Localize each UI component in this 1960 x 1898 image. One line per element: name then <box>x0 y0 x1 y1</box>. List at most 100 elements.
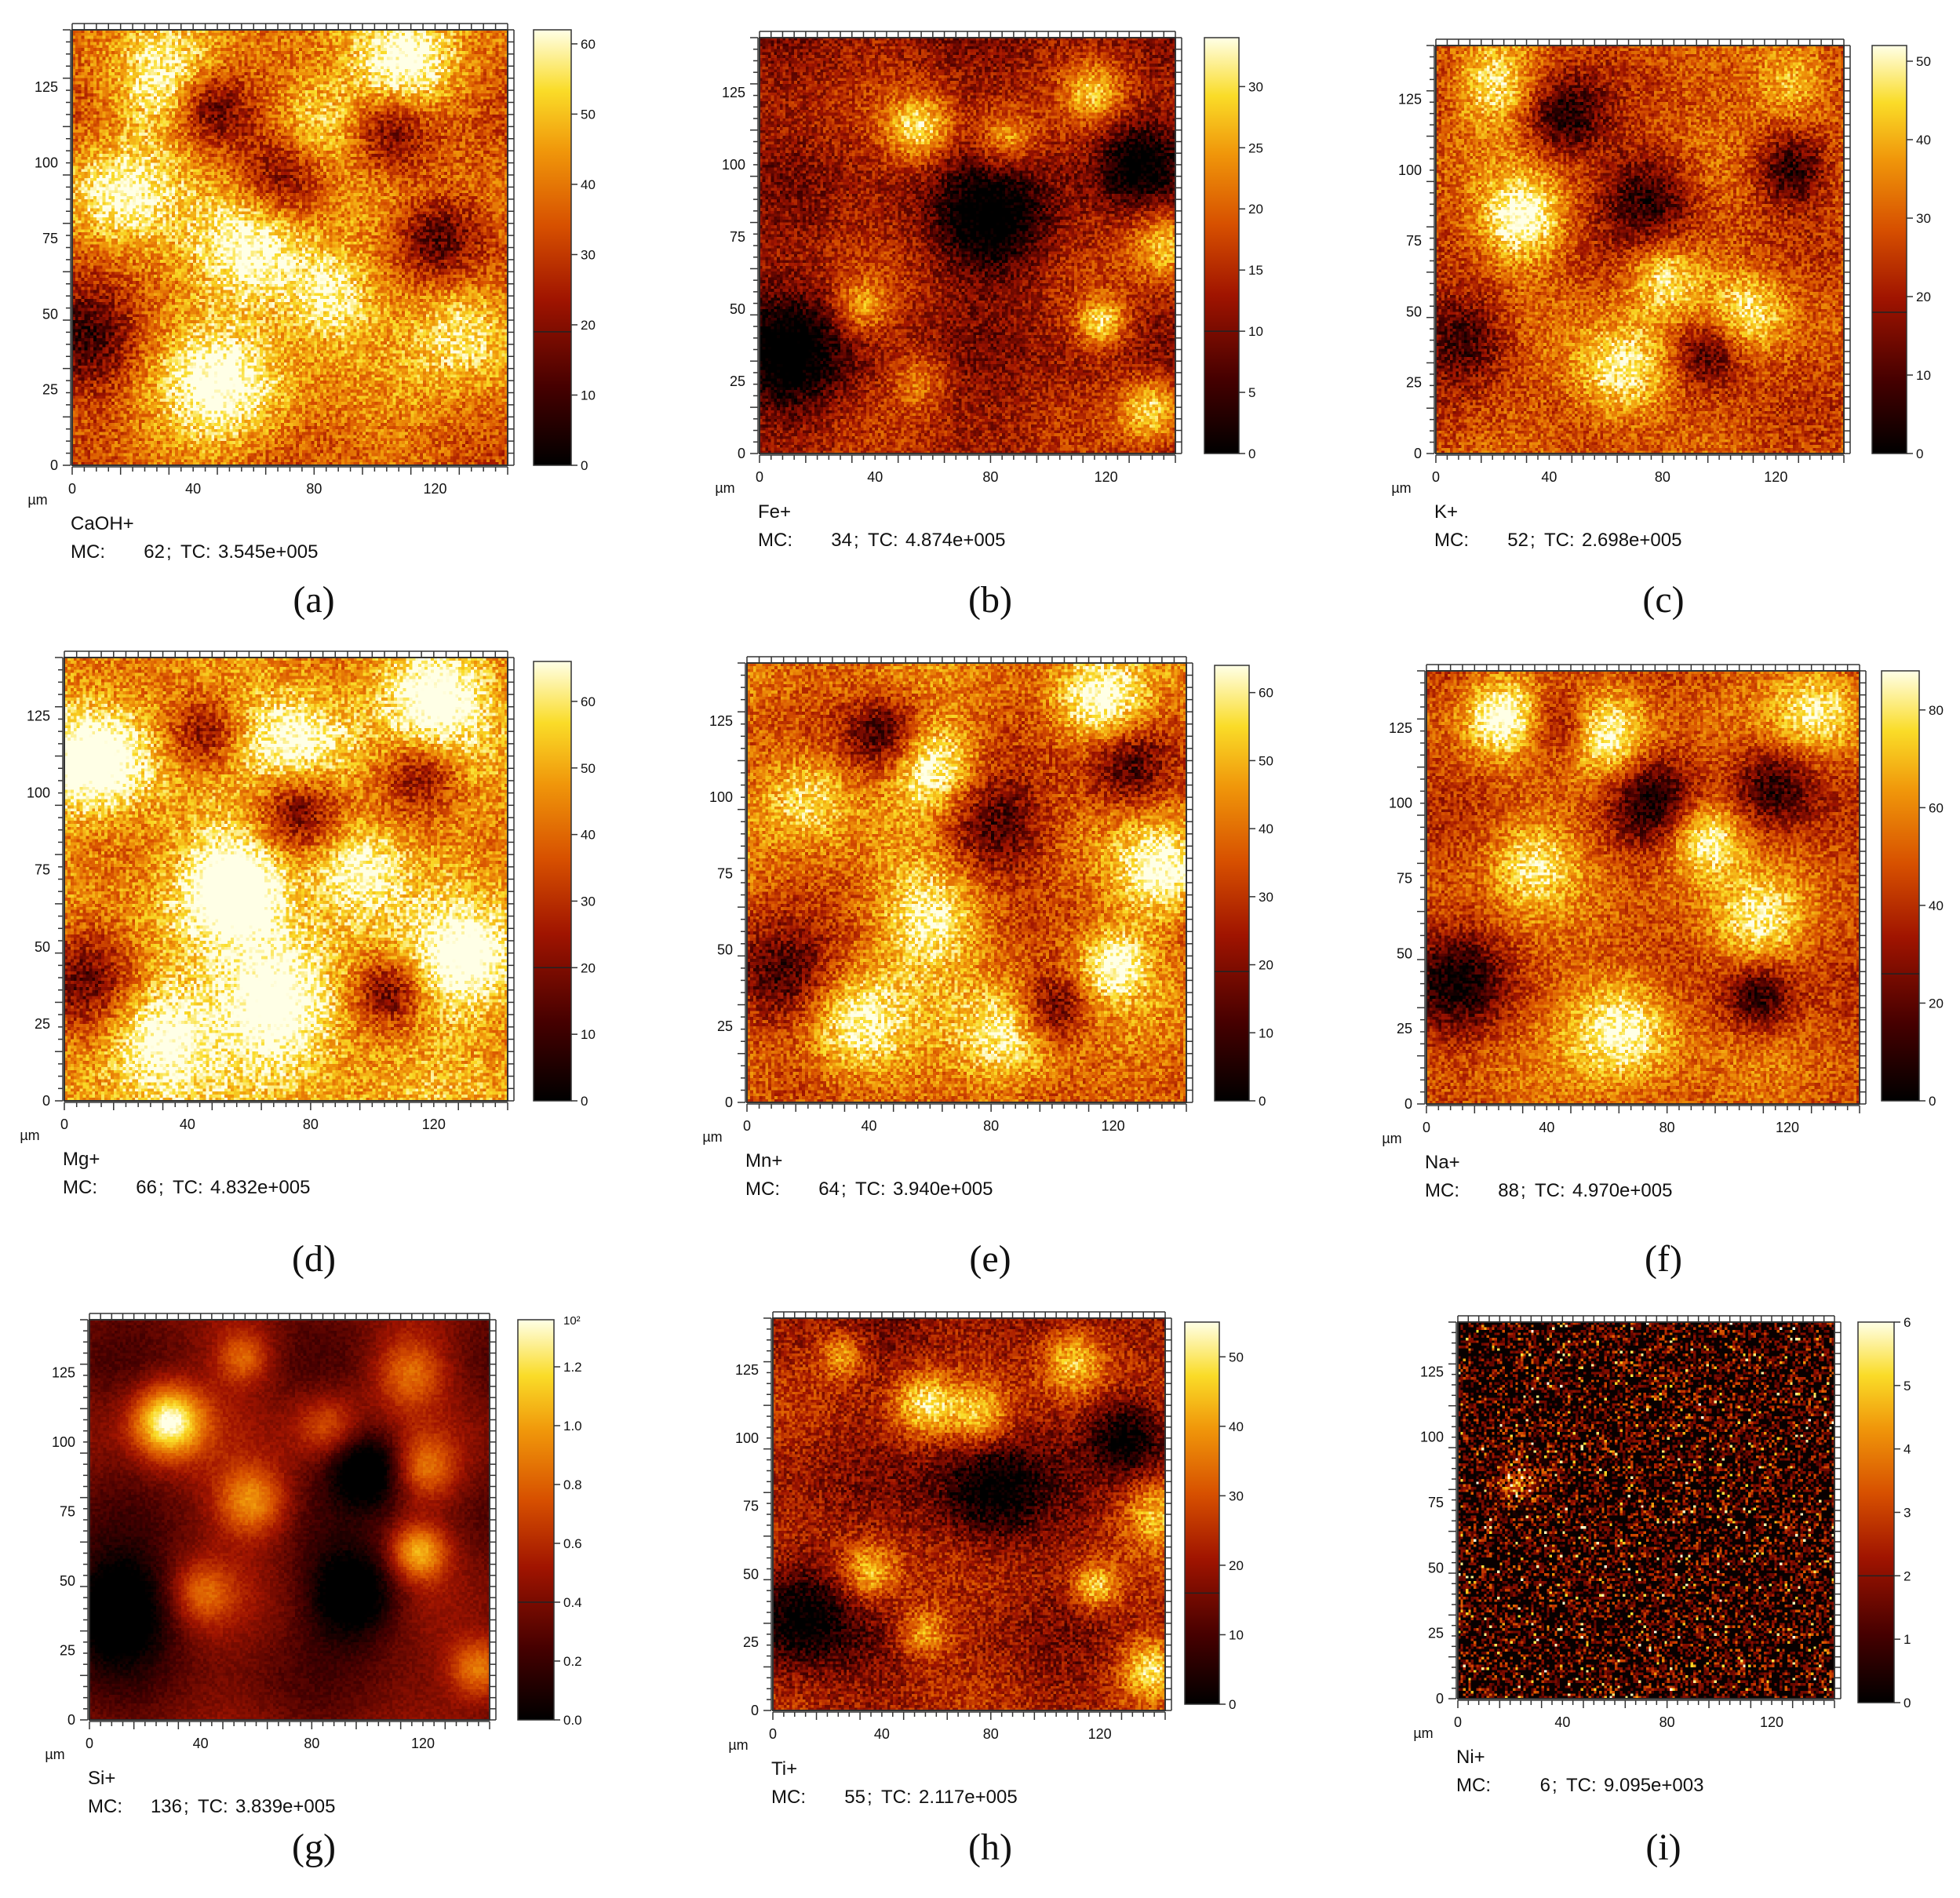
tc-value: 3.545e+005 <box>218 541 318 563</box>
panel-label: (h) <box>968 1827 1012 1868</box>
colorbar-exponent: 10² <box>563 1314 581 1328</box>
mc-label: MC: <box>1434 530 1469 551</box>
colorbar-tick-label: 10 <box>581 1027 596 1042</box>
y-tick-label: 75 <box>1397 871 1412 887</box>
x-axis: 0 40 80 120 µm <box>1413 1699 1835 1741</box>
colorbar: 0 5 10 15 20 25 30 <box>1204 37 1263 461</box>
ion-name: Na+ <box>1425 1152 1460 1173</box>
y-tick-label: 125 <box>35 79 58 95</box>
y-tick-label: 25 <box>1428 1626 1444 1641</box>
x-tick-label: 80 <box>1659 1120 1675 1135</box>
x-tick-label: 40 <box>1539 1120 1554 1135</box>
y-tick-label: 100 <box>35 155 58 171</box>
colorbar-bar <box>1881 670 1920 1102</box>
colorbar-tick-label: 30 <box>1259 890 1273 905</box>
x-unit-label: µm <box>728 1737 748 1753</box>
colorbar-tick-label: 10 <box>1259 1026 1273 1040</box>
mc-separator: ; <box>1530 530 1536 551</box>
mc-value: 88 <box>1498 1180 1519 1201</box>
heatmap-image <box>1436 46 1844 454</box>
heatmap-image <box>64 658 508 1101</box>
colorbar-bar <box>533 661 572 1102</box>
colorbar-tick-label: 0 <box>1929 1094 1936 1109</box>
colorbar-tick-label: 50 <box>581 761 596 776</box>
colorbar-tick-label: 50 <box>581 107 596 122</box>
x-axis: 0 40 80 120 µm <box>1391 454 1845 496</box>
x-tick-label: 120 <box>422 1117 446 1132</box>
x-unit-label: µm <box>45 1747 64 1762</box>
y-tick-label: 75 <box>60 1503 75 1519</box>
x-tick-label: 0 <box>1432 469 1440 485</box>
colorbar-tick-label: 15 <box>1248 263 1263 278</box>
ion-info: Fe+ MC: 34; TC: 4.874e+005 <box>758 501 1005 551</box>
ion-info: K+ MC: 52; TC: 2.698e+005 <box>1434 501 1681 551</box>
y-tick-label: 50 <box>743 1566 759 1582</box>
panel-label: (g) <box>292 1827 336 1868</box>
y-tick-label: 100 <box>1420 1430 1444 1445</box>
y-tick-label: 0 <box>751 1703 759 1718</box>
colorbar-tick-label: 30 <box>1248 79 1263 94</box>
colorbar-tick-label: 4 <box>1904 1442 1911 1457</box>
mc-label: MC: <box>63 1177 97 1198</box>
y-tick-label: 50 <box>1428 1560 1444 1576</box>
x-tick-label: 40 <box>867 469 883 485</box>
x-unit-label: µm <box>702 1129 722 1145</box>
colorbar-bar <box>517 1319 555 1721</box>
x-tick-label: 0 <box>1454 1714 1462 1730</box>
colorbar-bar <box>1871 45 1907 454</box>
x-unit-label: µm <box>715 480 734 496</box>
y-tick-label: 50 <box>42 306 58 322</box>
x-tick-label: 120 <box>1776 1120 1799 1135</box>
panel-g: 0 40 80 120 µm 0 25 50 75 100 125 Si+ MC: 136; TC: 3.83… <box>45 1313 582 1868</box>
x-tick-label: 0 <box>769 1726 777 1742</box>
heatmap-image <box>747 663 1186 1102</box>
y-tick-label: 0 <box>50 457 58 473</box>
panel-label: (e) <box>969 1238 1011 1280</box>
heatmap-image <box>1426 671 1860 1104</box>
colorbar-tick-label: 0 <box>581 458 588 473</box>
panel-label: (a) <box>293 579 334 621</box>
colorbar-tick-label: 50 <box>1229 1350 1244 1364</box>
mc-separator: ; <box>867 1787 873 1808</box>
tc-label: TC: <box>173 1177 203 1198</box>
colorbar-tick-label: 5 <box>1904 1379 1911 1393</box>
mc-separator: ; <box>166 541 172 563</box>
y-tick-label: 0 <box>1404 1096 1412 1112</box>
x-tick-label: 80 <box>306 481 322 497</box>
y-tick-label: 75 <box>42 231 58 246</box>
colorbar-bar <box>1214 665 1250 1102</box>
colorbar-tick-label: 30 <box>581 894 596 909</box>
mc-label: MC: <box>745 1179 780 1200</box>
x-tick-label: 0 <box>86 1736 93 1751</box>
y-tick-label: 0 <box>1414 446 1422 461</box>
colorbar-tick-label: 2 <box>1904 1568 1911 1583</box>
x-axis: 0 40 80 120 µm <box>20 1102 508 1143</box>
colorbar-tick-label: 40 <box>1259 821 1273 836</box>
x-tick-label: 40 <box>1554 1714 1570 1730</box>
colorbar-tick-label: 20 <box>1929 996 1944 1011</box>
x-tick-label: 80 <box>983 1726 999 1742</box>
colorbar-tick-label: 30 <box>1916 211 1931 226</box>
colorbar-tick-label: 0 <box>1229 1697 1236 1712</box>
heatmap-image <box>72 30 508 465</box>
heatmap-image <box>773 1318 1165 1710</box>
y-tick-label: 125 <box>722 85 745 100</box>
mc-label: MC: <box>771 1787 806 1808</box>
y-axis: 0 25 50 75 100 125 <box>1398 45 1435 461</box>
x-unit-label: µm <box>20 1128 39 1143</box>
mc-separator: ; <box>184 1796 189 1817</box>
panel-label: (b) <box>968 579 1012 621</box>
y-tick-label: 50 <box>730 301 745 317</box>
mc-label: MC: <box>1456 1775 1491 1796</box>
heatmap-image <box>89 1320 490 1720</box>
colorbar-bar <box>1204 37 1240 454</box>
y-tick-label: 75 <box>35 862 50 878</box>
y-tick-label: 25 <box>60 1642 75 1658</box>
mc-separator: ; <box>1521 1180 1526 1201</box>
colorbar-tick-label: 10 <box>1916 368 1931 383</box>
colorbar: 0.0 0.2 0.4 0.6 0.8 1.0 1.2 10² <box>517 1314 582 1728</box>
